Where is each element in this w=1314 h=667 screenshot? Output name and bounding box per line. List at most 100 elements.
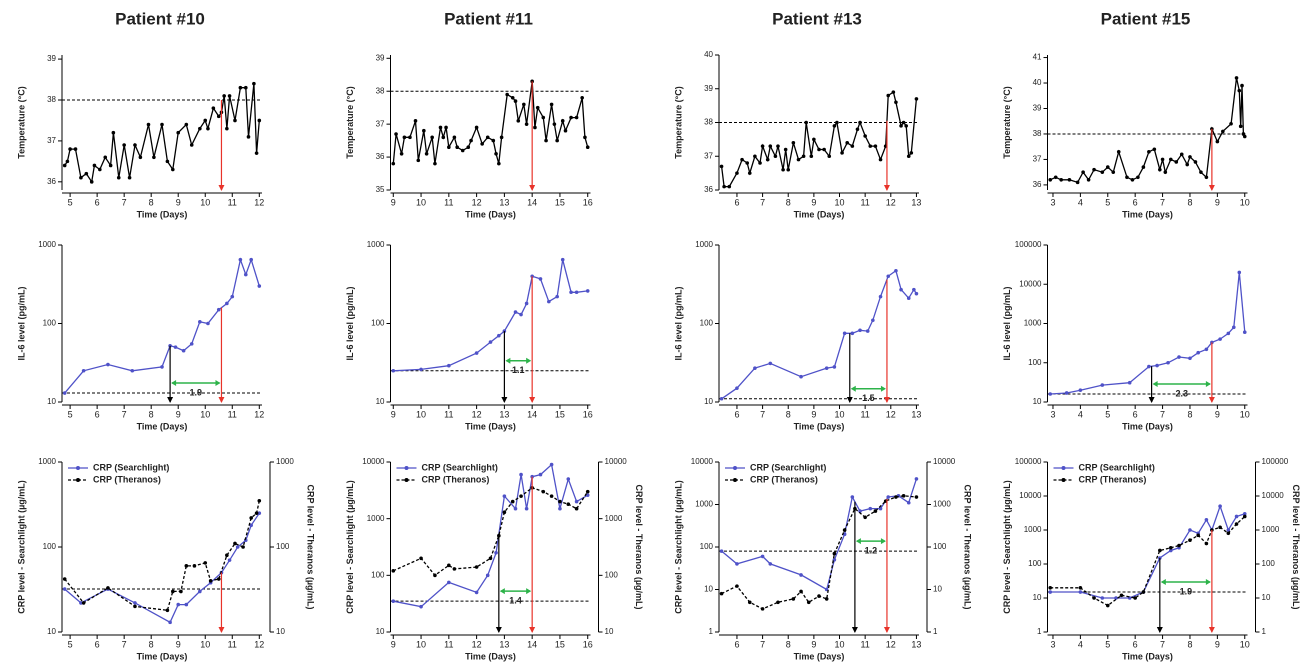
y2-axis-label: CRP level - Theranos (µg/mL): [306, 484, 316, 609]
data-point: [519, 494, 523, 498]
y-tick-label: 1000: [1024, 319, 1042, 328]
y-tick-label: 10000: [362, 457, 385, 466]
data-point: [227, 94, 232, 98]
data-point: [555, 294, 559, 299]
data-point: [1234, 522, 1239, 526]
y-axis-label: CRP level - Searchlight (µg/mL): [1002, 480, 1012, 614]
y-tick-label: 10: [704, 397, 713, 406]
interval-arrowhead: [526, 588, 532, 595]
data-point: [108, 163, 113, 168]
x-tick-label: 6: [1133, 197, 1138, 207]
data-point: [1078, 585, 1083, 590]
y2-tick-label: 10000: [1262, 491, 1285, 500]
x-axis-label: Time (Days): [794, 421, 845, 431]
data-point: [1196, 533, 1200, 538]
data-point: [569, 115, 573, 120]
data-point: [133, 143, 137, 147]
data-point: [906, 500, 911, 505]
y-axis-label: Temperature (°C): [1002, 86, 1012, 158]
data-point: [238, 257, 243, 262]
legend-swatch-dot: [1061, 466, 1066, 470]
legend-swatch-dot: [76, 478, 80, 482]
x-tick-label: 10: [835, 639, 845, 649]
y-tick-label: 1000: [38, 457, 56, 466]
y-tick-label: 100: [700, 319, 714, 328]
x-tick-label: 12: [472, 197, 482, 207]
x-axis-label: Time (Days): [137, 651, 188, 661]
x-tick-label: 8: [149, 639, 154, 649]
x-axis-label: Time (Days): [137, 209, 188, 219]
data-point: [1177, 543, 1181, 548]
data-point: [391, 569, 396, 573]
data-point: [1215, 139, 1220, 144]
data-point: [460, 148, 465, 153]
data-point: [413, 119, 418, 123]
data-point: [1177, 355, 1181, 359]
data-point: [552, 122, 557, 126]
x-tick-label: 12: [254, 197, 264, 207]
data-point: [791, 597, 796, 601]
data-point: [447, 563, 451, 568]
legend-label: CRP (Theranos): [750, 474, 818, 484]
y2-tick-label: 1000: [1262, 525, 1280, 534]
data-point: [116, 175, 121, 180]
data-point: [1067, 178, 1072, 182]
data-point: [1237, 88, 1242, 93]
x-tick-label: 10: [416, 409, 426, 419]
event-arrowhead: [529, 397, 536, 403]
data-point: [208, 579, 213, 583]
data-point: [497, 333, 501, 338]
data-point: [168, 620, 172, 625]
y2-axis-label: CRP level - Theranos (µg/mL): [963, 484, 973, 609]
data-point: [1053, 175, 1058, 180]
data-point: [840, 151, 844, 155]
series-line: [64, 512, 260, 624]
data-point: [106, 586, 110, 590]
data-point: [842, 331, 847, 336]
y-tick-label: 1000: [695, 240, 713, 249]
data-point: [222, 94, 226, 98]
data-point: [768, 144, 773, 148]
y-tick-label: 37: [704, 151, 713, 160]
data-point: [566, 477, 571, 481]
interval-label: 1.9: [190, 387, 203, 397]
x-tick-label: 16: [583, 197, 593, 207]
x-tick-label: 11: [444, 409, 453, 419]
data-point: [585, 489, 590, 494]
data-point: [257, 118, 262, 123]
x-tick-label: 8: [786, 409, 791, 419]
data-point: [1075, 180, 1080, 185]
data-point: [804, 120, 808, 125]
data-point: [747, 171, 752, 175]
x-tick-label: 9: [811, 639, 816, 649]
data-point: [510, 96, 515, 100]
event-arrowhead: [846, 397, 853, 403]
data-point: [252, 81, 256, 86]
data-point: [98, 167, 102, 172]
x-tick-label: 7: [760, 197, 765, 207]
data-point: [585, 289, 590, 293]
data-point: [1204, 175, 1209, 180]
data-point: [233, 118, 237, 123]
data-point: [858, 328, 862, 333]
data-point: [894, 495, 898, 499]
data-point: [62, 577, 67, 581]
y2-tick-label: 100000: [1262, 457, 1289, 466]
data-point: [519, 312, 523, 317]
x-tick-label: 9: [176, 409, 181, 419]
data-point: [1078, 388, 1083, 392]
x-tick-label: 6: [734, 409, 739, 419]
data-point: [160, 365, 164, 369]
legend-swatch-dot: [76, 466, 80, 470]
data-point: [391, 599, 396, 603]
event-arrowhead: [495, 627, 502, 633]
data-point: [1218, 525, 1222, 530]
y-tick-label: 10: [1033, 397, 1042, 406]
interval-arrowhead: [505, 357, 511, 364]
data-point: [227, 558, 232, 562]
data-point: [254, 511, 259, 515]
data-point: [1163, 170, 1168, 174]
data-point: [735, 386, 739, 390]
data-point: [1078, 590, 1083, 594]
data-point: [1152, 147, 1157, 152]
